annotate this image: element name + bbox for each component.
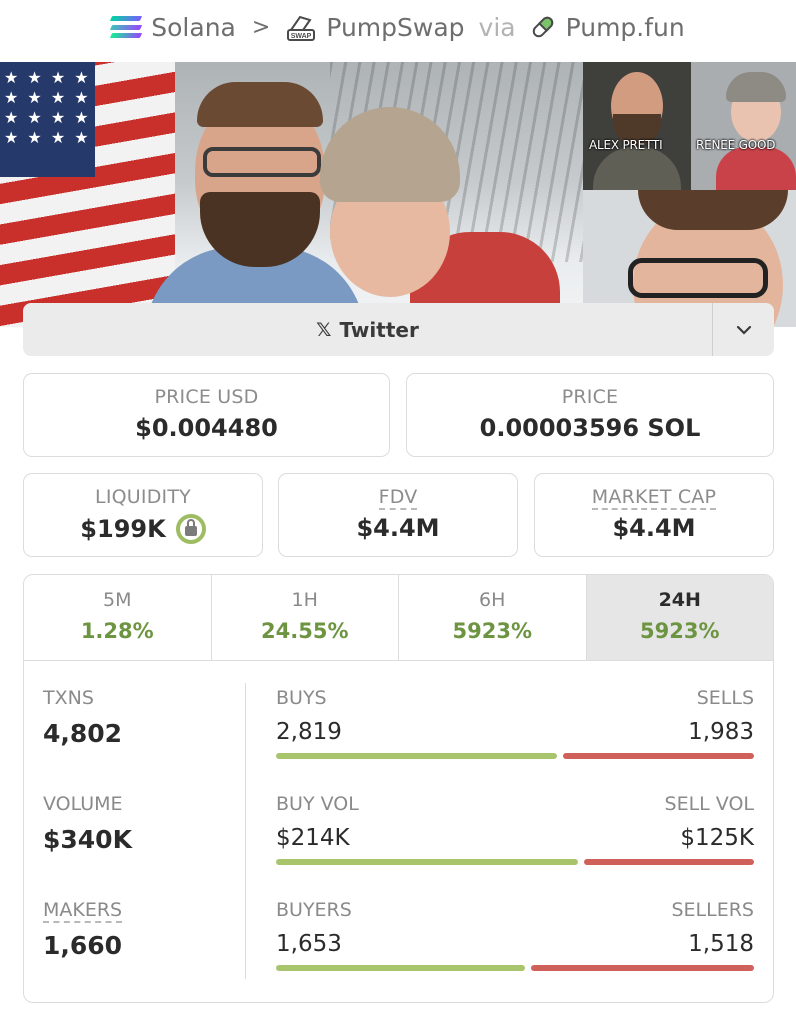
twitter-label: Twitter [339, 317, 419, 342]
lock-icon[interactable] [175, 514, 206, 544]
buy-vol-label: BUY VOL [276, 793, 359, 815]
tab-change: 5923% [640, 619, 720, 643]
market-cap-card: MARKET CAP $4.4M [534, 473, 774, 557]
tab-label: 5M [103, 589, 132, 611]
fdv-card: FDV $4.4M [278, 473, 518, 557]
social-links-bar: 𝕏 Twitter [23, 303, 774, 356]
tab-5m[interactable]: 5M 1.28% [24, 575, 212, 660]
column-divider [245, 683, 246, 979]
buy-sell-volume-cell: BUY VOL SELL VOL $214K $125K [276, 793, 754, 865]
price-usd-card: PRICE USD $0.004480 [23, 373, 390, 457]
tile-caption-alex: ALEX PRETTI [589, 138, 663, 152]
american-flag: ★ ★ ★ ★ ★ ★ ★ ★ ★ ★ ★ ★ ★ ★ ★ ★ [0, 62, 175, 327]
pumpswap-badge-text: SWAP [291, 33, 312, 40]
tab-change: 24.55% [261, 619, 349, 643]
flag-stars: ★ ★ ★ ★ ★ ★ ★ ★ ★ ★ ★ ★ ★ ★ ★ ★ [0, 62, 95, 177]
breadcrumb-via: via [478, 12, 516, 42]
price-usd-value: $0.004480 [135, 414, 278, 442]
buyers-value: 1,653 [276, 931, 342, 957]
sell-bar [562, 753, 754, 759]
tab-change: 1.28% [80, 619, 154, 643]
volume-ratio-bar [276, 859, 754, 865]
price-usd-label: PRICE USD [154, 386, 259, 408]
timeframe-tabs: 5M 1.28% 1H 24.55% 6H 5923% 24H 5923% [24, 575, 773, 661]
solana-logo-icon [110, 16, 143, 38]
buys-sells-cell: BUYS SELLS 2,819 1,983 [276, 687, 754, 759]
txns-cell: TXNS 4,802 [43, 687, 122, 748]
tab-1h[interactable]: 1H 24.55% [212, 575, 399, 660]
volume-value: $340K [43, 825, 132, 854]
pill-icon [532, 16, 553, 38]
twitter-button[interactable]: 𝕏 Twitter [23, 303, 712, 356]
sell-vol-value: $125K [680, 825, 754, 851]
tile-caption-renee: RENEE GOOD [696, 138, 776, 152]
sell-bar [583, 859, 754, 865]
chevron-right-icon: > [251, 14, 271, 40]
tab-6h[interactable]: 6H 5923% [399, 575, 587, 660]
tab-label: 6H [479, 589, 506, 611]
makers-cell: MAKERS 1,660 [43, 899, 123, 960]
chevron-down-icon[interactable] [712, 303, 774, 356]
buy-bar [276, 753, 557, 759]
buy-bar [276, 965, 526, 971]
sell-vol-label: SELL VOL [664, 793, 754, 815]
buys-label: BUYS [276, 687, 327, 709]
liquidity-card: LIQUIDITY $199K [23, 473, 263, 557]
sellers-label: SELLERS [671, 899, 754, 921]
token-banner-image: ★ ★ ★ ★ ★ ★ ★ ★ ★ ★ ★ ★ ★ ★ ★ ★ ALEX PRE… [0, 62, 796, 327]
pumpswap-logo-icon: SWAP [287, 15, 316, 41]
tab-24h[interactable]: 24H 5923% [586, 575, 773, 660]
txns-label: TXNS [43, 687, 94, 709]
breadcrumb-chain[interactable]: Solana [151, 12, 236, 42]
liquidity-value: $199K [80, 515, 166, 543]
market-cap-label[interactable]: MARKET CAP [591, 486, 717, 510]
liquidity-label: LIQUIDITY [95, 486, 191, 508]
price-native-card: PRICE 0.00003596 SOL [406, 373, 774, 457]
tab-change: 5923% [452, 619, 533, 643]
sellers-value: 1,518 [688, 931, 754, 957]
makers-value: 1,660 [43, 931, 123, 960]
tab-label: 1H [291, 589, 318, 611]
buy-bar [276, 859, 578, 865]
buyers-sellers-cell: BUYERS SELLERS 1,653 1,518 [276, 899, 754, 971]
sells-label: SELLS [696, 687, 754, 709]
txns-ratio-bar [276, 753, 754, 759]
tab-label: 24H [658, 589, 701, 611]
breadcrumb: Solana > SWAP PumpSwap via Pump.fun [0, 0, 796, 54]
volume-label: VOLUME [43, 793, 123, 815]
fdv-label[interactable]: FDV [378, 486, 418, 510]
sell-bar [531, 965, 754, 971]
banner-tile-renee: RENEE GOOD [691, 62, 796, 190]
x-logo-icon: 𝕏 [316, 318, 332, 341]
buyers-label: BUYERS [276, 899, 352, 921]
volume-cell: VOLUME $340K [43, 793, 132, 854]
banner-tile-alex: ALEX PRETTI [583, 62, 691, 190]
price-native-value: 0.00003596 SOL [479, 414, 701, 442]
stats-rows: TXNS 4,802 BUYS SELLS 2,819 1,983 VOLUME… [24, 661, 773, 1002]
market-cap-value: $4.4M [612, 514, 696, 542]
photo-woman [300, 62, 583, 327]
buy-vol-value: $214K [276, 825, 350, 851]
breadcrumb-launchpad[interactable]: Pump.fun [565, 12, 685, 42]
breadcrumb-dex[interactable]: PumpSwap [326, 12, 465, 42]
price-native-label: PRICE [561, 386, 619, 408]
fdv-value: $4.4M [356, 514, 440, 542]
makers-label[interactable]: MAKERS [43, 899, 123, 923]
banner-main-photo: ★ ★ ★ ★ ★ ★ ★ ★ ★ ★ ★ ★ ★ ★ ★ ★ [0, 62, 583, 327]
makers-ratio-bar [276, 965, 754, 971]
sells-value: 1,983 [688, 719, 754, 745]
txns-value: 4,802 [43, 719, 123, 748]
timeframe-stats-panel: 5M 1.28% 1H 24.55% 6H 5923% 24H 5923% TX… [23, 574, 774, 1003]
buys-value: 2,819 [276, 719, 342, 745]
